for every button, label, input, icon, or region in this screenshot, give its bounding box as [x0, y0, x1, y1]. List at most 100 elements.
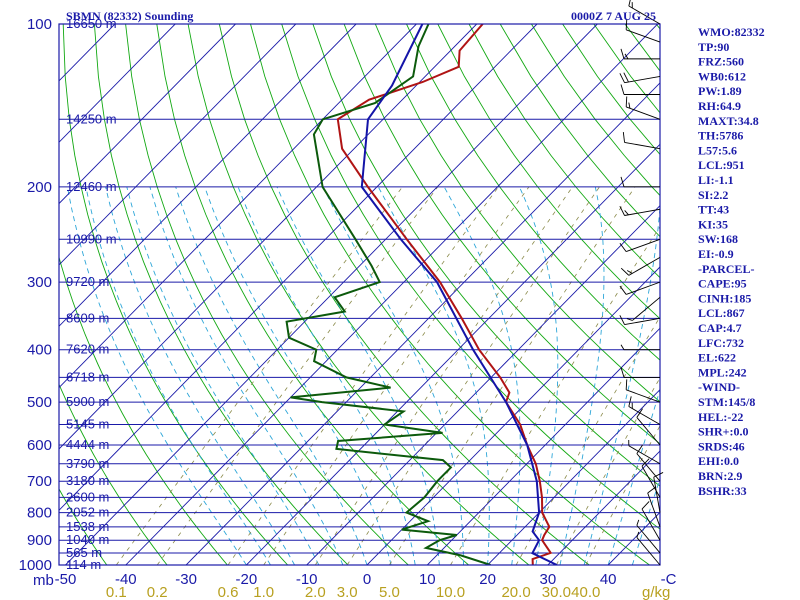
height-labels: 16650 m 14250 m 12460 m 10990 m 9720 m 8609 m…	[66, 16, 117, 572]
wind-barbs	[619, 0, 664, 566]
isotherm-line	[65, 24, 598, 565]
height-label: 114 m	[66, 557, 101, 572]
mixing-ratio-line	[585, 424, 660, 565]
dry-adiabat	[187, 24, 530, 565]
height-label: 1040 m	[66, 532, 109, 547]
height-label: 565 m	[66, 545, 102, 560]
moist-adiabat	[443, 186, 521, 565]
wind-barb	[619, 72, 661, 84]
parcel-profile	[360, 24, 558, 565]
mixing-ratio-tick-label: 0.2	[147, 584, 168, 600]
stability-index: BSHR:33	[698, 484, 747, 498]
mixing-ratio-tick-label: 3.0	[337, 584, 358, 600]
stability-index: -WIND-	[698, 380, 740, 394]
wind-barb	[620, 367, 660, 378]
wind-barb	[626, 296, 661, 321]
height-label: 3790 m	[66, 456, 109, 471]
mixing-ratio-tick-label: 10.0	[436, 584, 465, 600]
wind-barb	[628, 0, 661, 25]
mixing-ratio-tick-label: 0.1	[106, 584, 127, 600]
dry-adiabat	[156, 24, 469, 565]
isotherm-line	[59, 24, 357, 327]
stability-index: WMO:82332	[698, 25, 765, 39]
moist-adiabat	[126, 186, 320, 565]
stability-index: L57:5.6	[698, 143, 737, 157]
height-label: 14250 m	[66, 111, 117, 126]
mixing-ratio-line	[389, 186, 636, 565]
height-label: 6718 m	[66, 369, 109, 384]
stability-index: SRDS:46	[698, 439, 745, 453]
pressure-label: 200	[27, 179, 52, 196]
stability-index: CAP:4.7	[698, 321, 742, 335]
dry-adiabat	[59, 255, 228, 565]
stability-index: TH:5786	[698, 129, 743, 143]
sounding-profiles	[285, 24, 558, 565]
stability-index: KI:35	[698, 217, 728, 231]
stability-index: -PARCEL-	[698, 262, 754, 276]
wind-barb	[636, 408, 661, 446]
mixing-ratio-tick-label: 0.6	[218, 584, 239, 600]
dry-adiabat	[499, 24, 660, 238]
temperature-profile	[336, 24, 553, 565]
stability-index: PW:1.89	[698, 84, 742, 98]
isotherm-line	[185, 82, 660, 565]
isotherm-line	[59, 24, 236, 205]
height-label: 8609 m	[66, 310, 109, 325]
wind-barb	[619, 205, 661, 216]
temperature-labels: -50 -40 -30 -20 -10 0 10 20 30 40 -C	[55, 571, 677, 588]
pressure-unit-label: mb	[33, 572, 54, 589]
dewpoint-profile	[285, 24, 491, 565]
height-label: 1538 m	[66, 519, 109, 534]
wind-barb	[653, 472, 664, 513]
temperature-tick-label: 20	[479, 571, 496, 588]
isotherm-line	[426, 327, 660, 565]
wind-barb	[636, 444, 661, 482]
isotherm-line	[59, 24, 538, 511]
temperature-tick-label: 10	[419, 571, 436, 588]
height-label: 5900 m	[66, 394, 109, 409]
stability-index: RH:64.9	[698, 99, 741, 113]
pressure-label: 500	[27, 394, 52, 411]
height-label: 5145 m	[66, 417, 109, 432]
moist-adiabat	[559, 186, 605, 565]
temperature-tick-label: -C	[661, 571, 677, 588]
isotherm-line	[59, 24, 297, 266]
dry-adiabats	[59, 24, 800, 565]
pressure-label: 100	[27, 16, 52, 33]
wind-barb	[619, 281, 661, 295]
moist-adiabat	[276, 186, 440, 565]
mixing-ratio-line	[346, 186, 600, 565]
stability-index: SI:2.2	[698, 188, 728, 202]
stability-index: SHR+:0.0	[698, 425, 749, 439]
dry-adiabat	[750, 24, 800, 565]
height-label: 9720 m	[66, 274, 109, 289]
wind-barb	[641, 458, 661, 498]
dry-adiabat	[531, 24, 660, 197]
pressure-label: 300	[27, 274, 52, 291]
wind-barb	[628, 396, 661, 425]
isotherm-line	[59, 24, 478, 450]
mixing-ratio-tick-label: 5.0	[379, 584, 400, 600]
wind-barb	[622, 132, 661, 150]
mixing-ratio-labels: 0.1 0.2 0.6 1.0 2.0 3.0 5.0 10.0 20.0 30.0 40.0	[106, 584, 600, 600]
mixing-ratio-tick-label: 40.0	[571, 584, 600, 600]
wind-barb	[620, 176, 660, 188]
wind-barb	[620, 256, 661, 276]
dry-adiabat	[93, 24, 349, 565]
pressure-label: 700	[27, 473, 52, 490]
pressure-label: 600	[27, 437, 52, 454]
mixing-ratio-line	[450, 226, 660, 565]
pressure-label: 800	[27, 505, 52, 522]
chart-title: SBMN (82332) Sounding	[66, 9, 193, 23]
stability-index: STM:145/8	[698, 395, 755, 409]
stability-index: CAPE:95	[698, 277, 747, 291]
pressure-label: 900	[27, 532, 52, 549]
wind-barb	[636, 531, 661, 566]
isotherm-line	[59, 24, 417, 389]
stability-index: SW:168	[698, 232, 738, 246]
moist-adiabat	[175, 186, 368, 565]
wind-barb	[619, 238, 661, 253]
height-label: 12460 m	[66, 179, 117, 194]
mixing-ratio-tick-label: 30.0	[542, 584, 571, 600]
